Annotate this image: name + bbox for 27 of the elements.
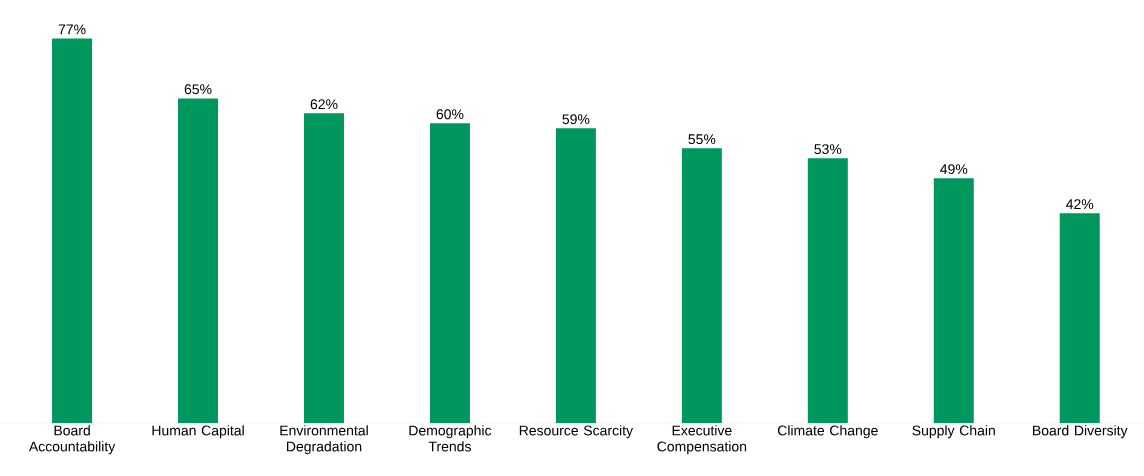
data-label: 77% [58,24,86,35]
x-tick-label: Environmental Degradation [280,425,368,455]
data-label: 49% [940,164,968,175]
x-tick-label: Climate Change [777,425,878,439]
bar [933,178,974,423]
x-tick-label: Board Diversity [1033,425,1128,439]
x-tick-label: Board Accountability [28,425,116,455]
data-label: 42% [1066,199,1094,210]
data-label: 65% [184,84,212,95]
x-tick-label: Human Capital [152,425,244,439]
bar [52,38,93,423]
data-label: 60% [436,109,464,120]
data-label: 62% [310,99,338,110]
data-label: 53% [814,144,842,155]
data-label: 55% [688,134,716,145]
x-tick-label: Demographic Trends [409,425,492,452]
bar [178,98,219,423]
data-label: 59% [562,114,590,125]
x-tick-label: Resource Scarcity [519,425,634,439]
bar [555,128,596,423]
bar [429,123,470,423]
bar [303,113,344,423]
bar [807,158,848,423]
bar [1059,213,1100,423]
x-tick-label: Supply Chain [912,425,995,439]
x-tick-label: Executive Compensation [657,425,747,455]
bar [681,148,722,423]
